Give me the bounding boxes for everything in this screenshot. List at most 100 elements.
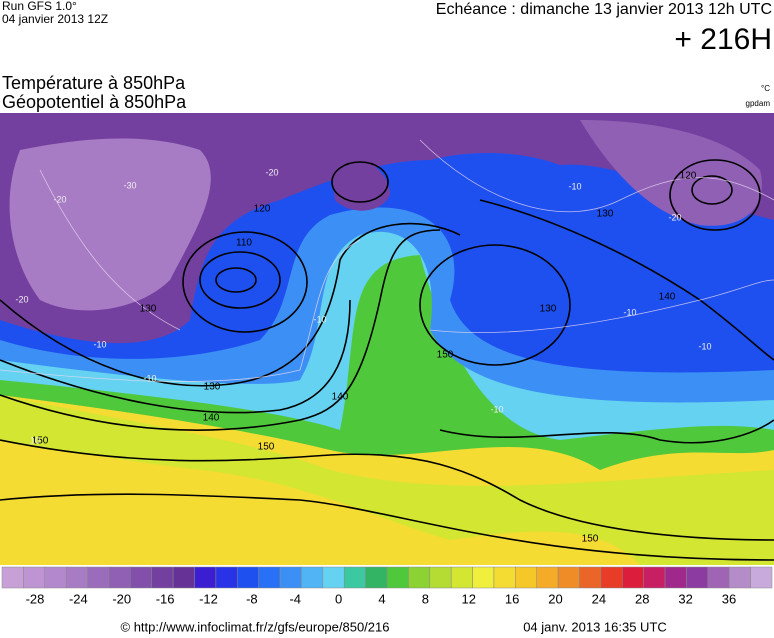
colorbar-tick-label: 4	[378, 591, 385, 606]
isotherm-label: -10	[568, 181, 581, 191]
colorbar-swatch	[622, 566, 644, 589]
title-geopotential: Géopotentiel à 850hPa	[2, 92, 187, 112]
colorbar-swatch	[408, 566, 431, 589]
colorbar-swatch	[301, 566, 324, 589]
colorbar-swatch	[728, 566, 751, 589]
colorbar-swatch	[87, 566, 110, 589]
isotherms	[0, 139, 774, 382]
colorbar: -28 -24 -20 -16 -12 -8 -4 0 4 8 12 16 20 24 28 32 36	[1, 566, 773, 606]
colorbar-swatch	[65, 566, 88, 589]
colorbar-swatch	[450, 566, 473, 589]
colorbar-swatch	[493, 566, 516, 589]
lead-time: + 216H	[674, 23, 772, 56]
colorbar-swatch	[130, 566, 152, 589]
isohypse-label: 140	[659, 292, 676, 303]
colorbar-swatch	[215, 566, 238, 589]
isohypse-label: 130	[540, 304, 557, 315]
colorbar-swatch	[322, 566, 345, 589]
colorbar-tick-label: 16	[505, 591, 519, 606]
isotherm-label: -20	[668, 212, 681, 222]
colorbar-swatch	[536, 566, 559, 589]
temp-band	[580, 120, 762, 226]
colorbar-swatch	[664, 566, 687, 589]
footer-url: © http://www.infoclimat.fr/z/gfs/europe/…	[121, 619, 390, 634]
isohypse-label: 140	[332, 392, 349, 403]
colorbar-swatch	[686, 566, 709, 589]
isohypse-label: 150	[32, 436, 49, 447]
colorbar-tick-label: -28	[26, 591, 45, 606]
isotherm-label: -10	[698, 341, 711, 351]
colorbar-tick-label: -20	[112, 591, 131, 606]
colorbar-swatch	[258, 566, 281, 589]
colorbar-swatch	[429, 566, 452, 589]
colorbar-tick-label: 32	[678, 591, 692, 606]
colorbar-tick-label: -4	[289, 591, 301, 606]
colorbar-swatch	[643, 566, 666, 589]
isohypse-label: 130	[140, 304, 157, 315]
colorbar-swatch	[237, 566, 259, 589]
colorbar-tick-label: 36	[722, 591, 736, 606]
colorbar-tick-label: 20	[548, 591, 562, 606]
temperature-unit: °C	[761, 84, 770, 93]
isotherm-label: -10	[143, 373, 156, 383]
isohypse-label: 130	[597, 209, 614, 220]
isotherm-label: 10	[30, 435, 40, 445]
isohypse-label: 150	[437, 350, 454, 361]
isohypse-label: 110	[236, 238, 252, 249]
colorbar-swatch	[557, 566, 580, 589]
colorbar-swatch	[365, 566, 388, 589]
colorbar-swatch	[194, 566, 217, 589]
isotherm-label: -20	[15, 294, 28, 304]
colorbar-swatch	[386, 566, 409, 589]
isohypse-label: 150	[258, 442, 275, 453]
colorbar-swatch	[44, 566, 67, 589]
colorbar-swatch	[108, 566, 131, 589]
title-temperature: Température à 850hPa	[2, 73, 186, 93]
colorbar-swatch	[172, 566, 195, 589]
colorbar-swatch	[707, 566, 730, 589]
geopotential-unit: gpdam	[746, 99, 771, 108]
isohypses	[0, 159, 774, 561]
colorbar-tick-label: -24	[69, 591, 88, 606]
isohypse-label: 150	[582, 534, 599, 545]
colorbar-swatch	[515, 566, 537, 589]
colorbar-tick-label: 0	[335, 591, 342, 606]
isotherm-label: -20	[265, 167, 278, 177]
colorbar-tick-label: 24	[592, 591, 606, 606]
colorbar-tick-label: -8	[246, 591, 258, 606]
isotherm-label: -10	[93, 339, 106, 349]
isohypse-label: 120	[254, 204, 271, 215]
colorbar-tick-label: 28	[635, 591, 649, 606]
isohypse-label: 120	[680, 171, 697, 182]
temp-band	[9, 138, 211, 311]
isotherm-label: -20	[53, 194, 66, 204]
colorbar-tick-label: 12	[462, 591, 476, 606]
colorbar-swatch	[151, 566, 174, 589]
colorbar-swatch	[279, 566, 302, 589]
isohypse-label: 140	[203, 413, 220, 424]
isotherm-label: -10	[623, 307, 636, 317]
isotherm-label: -30	[123, 180, 136, 190]
footer-timestamp: 04 janv. 2013 16:35 UTC	[523, 619, 667, 634]
run-label: Run GFS 1.0°	[2, 0, 77, 13]
colorbar-swatch	[343, 566, 366, 589]
echeance: Echéance : dimanche 13 janvier 2013 12h …	[436, 1, 772, 18]
colorbar-tick-label: -12	[199, 591, 218, 606]
colorbar-swatch	[600, 566, 623, 589]
colorbar-tick-label: -16	[156, 591, 175, 606]
isohypse-label: 130	[204, 382, 221, 393]
temp-band	[0, 395, 774, 565]
run-date: 04 janvier 2013 12Z	[2, 12, 108, 26]
map: 130 110 120 140 150 150 130 140 150 140 130 130 120 1…	[0, 113, 774, 565]
colorbar-tick-label: 8	[422, 591, 429, 606]
isotherm-label: -10	[313, 314, 326, 324]
colorbar-swatch	[1, 566, 24, 589]
colorbar-swatch	[472, 566, 495, 589]
colorbar-swatch	[750, 566, 773, 589]
colorbar-swatch	[23, 566, 46, 589]
temp-band	[330, 157, 390, 211]
isotherm-label: -10	[490, 404, 503, 414]
colorbar-swatch	[579, 566, 602, 589]
